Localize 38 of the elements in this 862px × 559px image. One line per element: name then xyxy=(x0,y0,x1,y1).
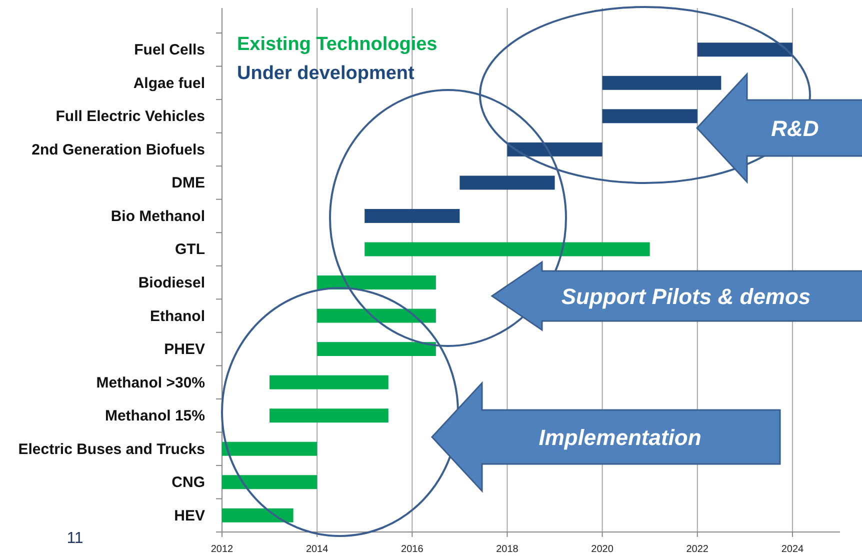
y-tick-label: Full Electric Vehicles xyxy=(56,108,205,126)
annotation: R&D xyxy=(771,116,819,141)
y-tick-label: Fuel Cells xyxy=(134,42,205,59)
x-tick-label: 2016 xyxy=(401,544,424,555)
y-tick-label: DME xyxy=(172,174,205,192)
bar xyxy=(270,375,388,390)
x-tick-label: 2014 xyxy=(306,544,329,555)
bar xyxy=(317,276,436,290)
x-tick-label: 2018 xyxy=(496,544,519,555)
bar xyxy=(317,342,436,356)
y-tick-label: Electric Buses and Trucks xyxy=(18,440,205,458)
y-tick-label: Algae fuel xyxy=(133,74,205,92)
y-tick-label: GTL xyxy=(175,241,205,258)
x-tick-label: 2012 xyxy=(210,544,234,555)
y-tick-label: Biodiesel xyxy=(138,274,205,292)
y-tick-label: Methanol >30% xyxy=(96,374,205,392)
bar xyxy=(364,242,650,256)
text: Under development xyxy=(237,63,416,84)
bar xyxy=(317,308,436,323)
y-tick-label: CNG xyxy=(172,474,205,492)
text: Existing Technologies xyxy=(237,34,438,55)
bar xyxy=(222,508,294,522)
x-tick-label: 2020 xyxy=(591,544,614,555)
annotation: Support Pilots & demos xyxy=(561,284,811,309)
y-tick-label: 2nd Generation Biofuels xyxy=(32,141,205,158)
annotation: Implementation xyxy=(538,425,702,450)
y-tick-label: PHEV xyxy=(164,341,205,358)
y-tick-label: Methanol 15% xyxy=(104,408,205,425)
bar xyxy=(222,475,318,490)
y-tick-label: HEV xyxy=(174,507,205,524)
y-tick-label: Bio Methanol xyxy=(110,208,205,225)
x-tick-label: 2022 xyxy=(686,544,709,555)
y-tick-label: Ethanol xyxy=(150,308,205,325)
bar xyxy=(364,208,460,223)
bar xyxy=(222,442,318,456)
bar xyxy=(270,408,388,423)
x-tick-label: 2024 xyxy=(781,544,804,555)
text: 11 xyxy=(66,530,84,547)
